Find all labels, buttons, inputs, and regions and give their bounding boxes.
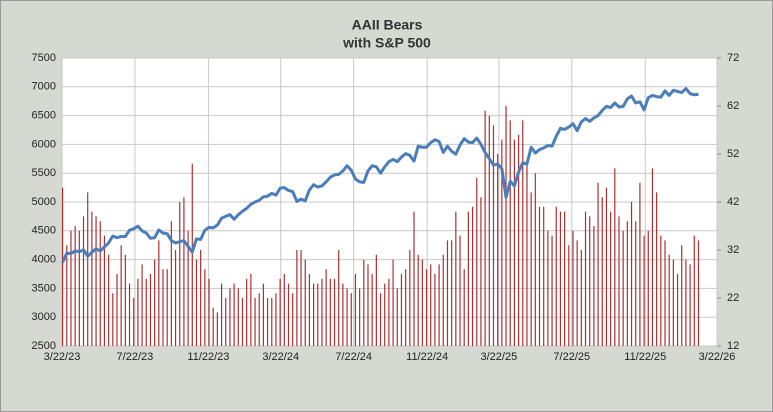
x-tick-label: 7/22/23	[117, 351, 154, 363]
x-tick-label: 3/22/26	[699, 351, 736, 363]
y2-tick-label: 72	[727, 52, 739, 64]
y-tick-label: 6000	[32, 138, 56, 150]
x-tick-label: 7/22/25	[553, 351, 590, 363]
x-tick-label: 11/22/25	[624, 351, 666, 363]
y-tick-label: 2500	[32, 340, 56, 352]
x-tick-label: 11/22/23	[187, 351, 229, 363]
y-tick-label: 7500	[32, 52, 56, 64]
y-tick-label: 4000	[32, 254, 56, 266]
y2-tick-label: 62	[727, 100, 739, 112]
y-tick-label: 3000	[32, 311, 56, 323]
y-tick-label: 4500	[32, 225, 56, 237]
y2-tick-label: 12	[727, 340, 739, 352]
y-tick-label: 3500	[32, 282, 56, 294]
chart-subtitle: with S&P 500	[342, 35, 431, 51]
y-tick-label: 7000	[32, 81, 56, 93]
y-tick-label: 5500	[32, 167, 56, 179]
chart-title: AAII Bears	[352, 17, 423, 33]
y2-tick-label: 22	[727, 292, 739, 304]
x-tick-label: 3/22/25	[481, 351, 518, 363]
line	[61, 87, 699, 264]
x-tick-label: 3/22/24	[262, 351, 299, 363]
y-tick-label: 5000	[32, 196, 56, 208]
x-tick-label: 11/22/24	[406, 351, 448, 363]
y2-tick-label: 52	[727, 148, 739, 160]
y-tick-label: 6500	[32, 110, 56, 122]
y2-tick-label: 42	[727, 196, 739, 208]
x-tick-label: 7/22/24	[335, 351, 372, 363]
y2-tick-label: 32	[727, 244, 739, 256]
x-tick-label: 3/22/23	[44, 351, 81, 363]
